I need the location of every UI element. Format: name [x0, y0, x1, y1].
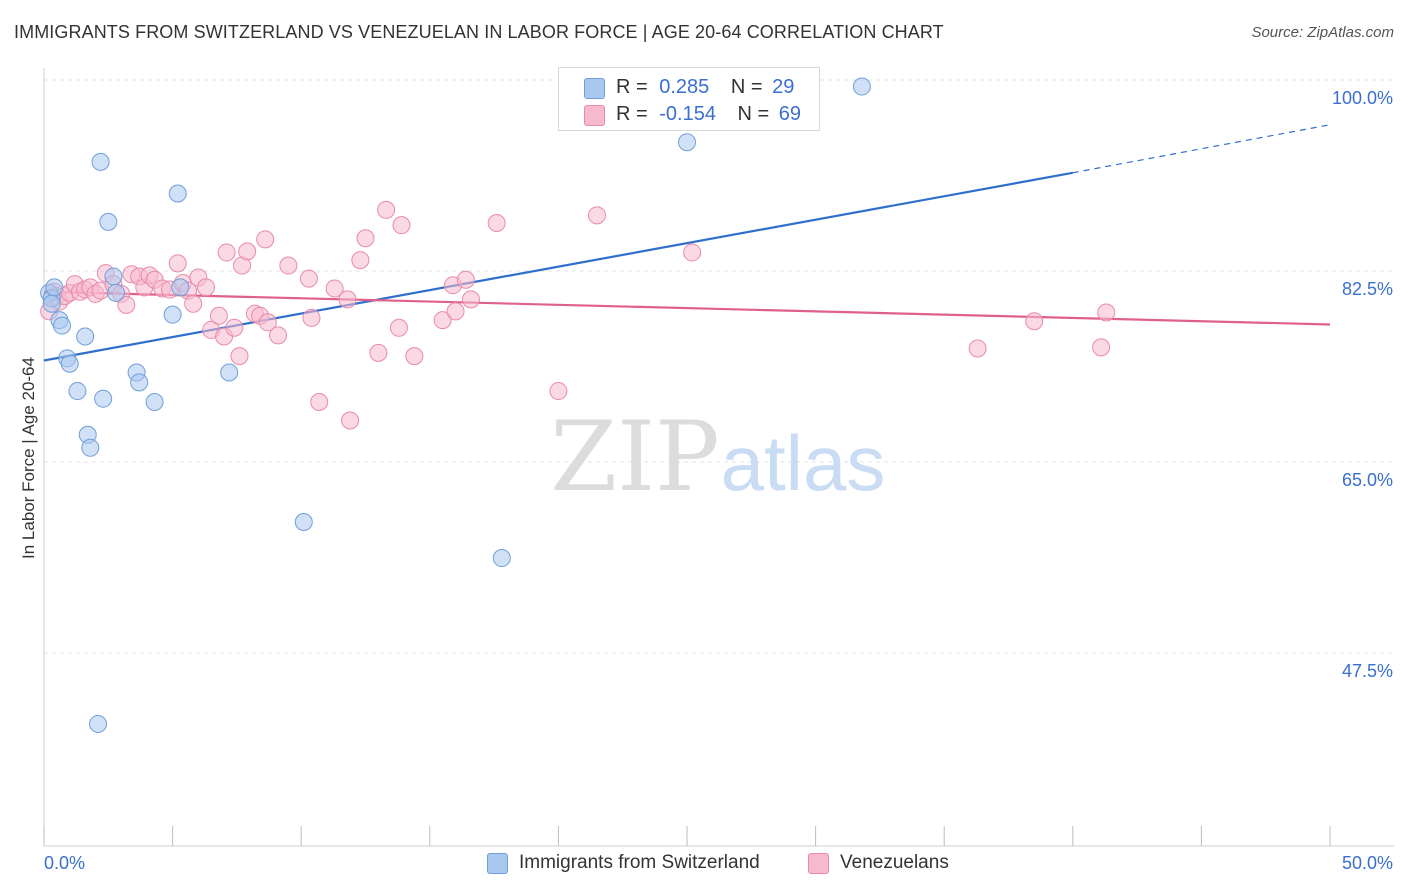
point-venezuelan	[197, 278, 216, 297]
point-switzerland	[42, 294, 61, 313]
legend-label: Immigrants from Switzerland	[519, 852, 760, 873]
point-switzerland	[220, 363, 239, 382]
source-label: Source: ZipAtlas.com	[1251, 24, 1394, 41]
point-switzerland	[852, 77, 871, 96]
x-tick-label: 0.0%	[44, 853, 85, 873]
legend-r-label: R =	[616, 76, 648, 98]
point-venezuelan	[456, 270, 475, 289]
point-venezuelan	[1092, 338, 1111, 357]
point-venezuelan	[325, 279, 344, 298]
grid-lines	[44, 79, 1394, 654]
point-venezuelan	[258, 313, 277, 332]
y-tick-label: 100.0%	[1332, 88, 1393, 108]
y-tick-label: 47.5%	[1342, 661, 1393, 681]
point-venezuelan	[433, 311, 452, 330]
watermark: ZIP atlas	[550, 401, 885, 513]
point-venezuelan	[168, 254, 187, 273]
point-venezuelan	[1025, 312, 1044, 331]
legend-n-label: N =	[730, 76, 763, 98]
point-venezuelan	[487, 213, 506, 232]
point-venezuelan	[683, 243, 702, 262]
point-switzerland	[492, 549, 511, 568]
y-tick-label: 65.0%	[1342, 470, 1393, 490]
point-switzerland	[99, 212, 118, 231]
point-venezuelan	[209, 306, 228, 325]
point-venezuelan	[405, 347, 424, 366]
point-switzerland	[130, 373, 149, 392]
legend-n-label: N =	[737, 103, 770, 125]
point-venezuelan	[117, 295, 136, 314]
point-switzerland	[294, 513, 313, 532]
point-venezuelan	[549, 382, 568, 401]
legend-swatch-pink	[584, 105, 605, 126]
point-switzerland	[91, 152, 110, 171]
point-venezuelan	[217, 243, 236, 262]
point-venezuelan	[279, 256, 298, 275]
y-axis-label: In Labor Force | Age 20-64	[19, 357, 38, 559]
legend-swatch-pink	[808, 853, 829, 874]
point-switzerland	[104, 267, 123, 286]
point-venezuelan	[225, 318, 244, 337]
trendline-switzerland-extension	[1072, 124, 1331, 174]
watermark-zip: ZIP	[550, 401, 719, 513]
point-switzerland	[163, 305, 182, 324]
point-venezuelan	[310, 392, 329, 411]
tick-labels: 100.0% 82.5% 65.0% 47.5% 0.0% 50.0%	[44, 88, 1393, 873]
legend-r-label: R =	[616, 103, 648, 125]
point-venezuelan	[256, 230, 275, 249]
point-switzerland	[171, 278, 190, 297]
point-switzerland	[678, 133, 696, 152]
point-venezuelan	[392, 216, 411, 235]
data-points	[40, 77, 1116, 733]
point-switzerland	[168, 184, 187, 203]
trendline-venezuelans	[43, 290, 1331, 326]
point-venezuelan	[461, 290, 480, 309]
legend-n-value: 69	[778, 103, 802, 125]
point-venezuelan	[351, 251, 370, 270]
point-venezuelan	[184, 294, 203, 313]
point-switzerland	[107, 283, 126, 302]
point-switzerland	[60, 354, 79, 373]
trendline-switzerland	[43, 171, 1073, 362]
point-venezuelan	[968, 339, 987, 358]
point-venezuelan	[389, 318, 408, 337]
chart-title: IMMIGRANTS FROM SWITZERLAND VS VENEZUELA…	[14, 22, 944, 42]
point-venezuelan	[299, 269, 318, 288]
legend-swatch-blue	[487, 853, 508, 874]
point-venezuelan	[446, 302, 465, 321]
point-switzerland	[145, 392, 164, 411]
legend-swatch-blue	[584, 78, 605, 99]
point-switzerland	[68, 382, 87, 401]
point-venezuelan	[369, 343, 388, 362]
legend-r-value: 0.285	[659, 76, 710, 98]
legend-r-value: -0.154	[659, 103, 716, 125]
correlation-legend: R = 0.285 N = 29 R = -0.154 N = 69	[558, 67, 820, 131]
point-venezuelan	[338, 290, 357, 309]
legend-n-value: 29	[772, 76, 795, 98]
point-venezuelan	[377, 200, 396, 219]
point-switzerland	[45, 278, 64, 297]
point-venezuelan	[587, 206, 606, 225]
point-venezuelan	[269, 326, 288, 345]
series-legend: Immigrants from Switzerland Venezuelans	[0, 852, 1406, 878]
point-venezuelan	[341, 411, 360, 430]
point-venezuelan	[302, 308, 321, 327]
point-switzerland	[89, 714, 108, 733]
point-venezuelan	[238, 242, 257, 261]
legend-label: Venezuelans	[840, 852, 949, 873]
point-switzerland	[94, 389, 113, 408]
watermark-atlas: atlas	[721, 419, 886, 507]
point-venezuelan	[230, 347, 249, 366]
point-venezuelan	[1097, 303, 1116, 322]
point-venezuelan	[356, 229, 375, 248]
y-tick-label: 82.5%	[1342, 279, 1393, 299]
point-switzerland	[76, 327, 95, 346]
point-switzerland	[81, 438, 100, 457]
x-tick-label: 50.0%	[1342, 853, 1393, 873]
axes	[43, 68, 1394, 847]
point-switzerland	[53, 316, 72, 335]
